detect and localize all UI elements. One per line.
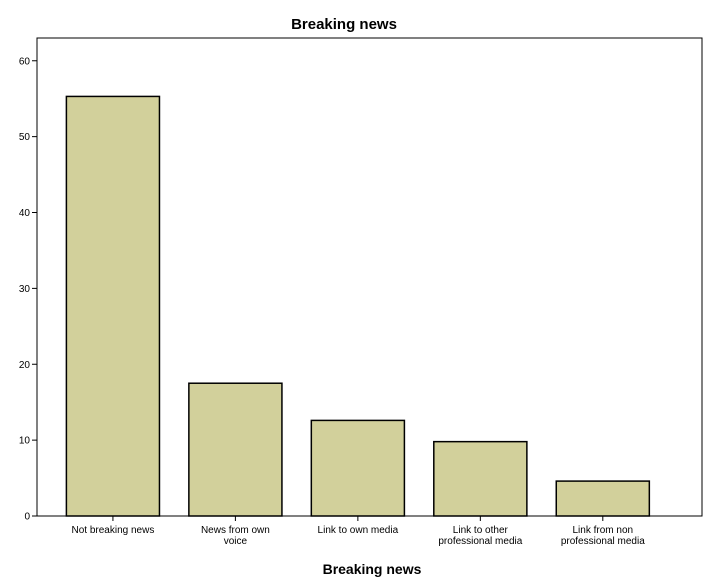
y-tick-label: 10 [19, 436, 31, 447]
y-tick-label: 20 [19, 360, 31, 371]
bar [188, 382, 283, 517]
bar [65, 95, 161, 517]
y-tick-label: 50 [19, 132, 31, 143]
x-axis: Not breaking news News from own voice Link … [72, 516, 645, 547]
x-tick-label: News from own voice [201, 525, 270, 547]
bar [433, 440, 528, 517]
x-tick-label: Link from non professional media [561, 525, 645, 547]
y-tick-label: 30 [19, 284, 31, 295]
y-tick-label: 0 [24, 512, 30, 523]
bars [65, 95, 651, 517]
y-tick-label: 60 [19, 56, 31, 67]
bar [310, 419, 406, 517]
y-axis: 0 10 20 30 40 50 60 [19, 56, 37, 523]
chart-title: Breaking news [291, 16, 397, 33]
bar [555, 480, 651, 517]
y-tick-label: 40 [19, 208, 31, 219]
x-tick-label: Link to other professional media [438, 525, 522, 547]
x-axis-title: Breaking news [323, 561, 422, 577]
x-tick-label: Not breaking news [72, 525, 155, 536]
x-tick-label: Link to own media [318, 525, 399, 536]
